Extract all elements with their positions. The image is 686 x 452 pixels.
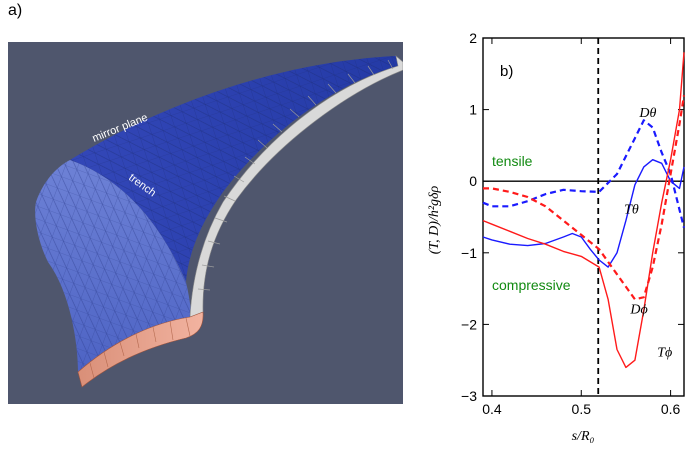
curve-label: Dθ [638, 106, 656, 121]
x-tick-label: 0.5 [572, 401, 592, 417]
rim-cells [89, 317, 191, 379]
series-line [482, 159, 685, 268]
mesh-rendering-panel: mirror plane trench [8, 42, 403, 404]
panel-b-label: b) [500, 63, 513, 80]
curve-label: Tθ [624, 202, 639, 217]
x-tick-label: 0.4 [482, 401, 502, 417]
y-tick-label: 1 [469, 102, 477, 118]
panel-a-label: a) [8, 2, 23, 19]
stress-chart: −3 −2 −1 0 1 2 0.4 0.5 0.6 Dθ Tθ Dϕ Tϕ b) tensile co… [427, 30, 686, 444]
y-tick-label: −1 [461, 245, 477, 261]
y-tick-label: 2 [469, 30, 477, 46]
stress-chart-panel: −3 −2 −1 0 1 2 0.4 0.5 0.6 Dθ Tθ Dϕ Tϕ b) tensile co… [427, 20, 686, 452]
curve-label: Dϕ [629, 303, 647, 318]
side-edge-cells [197, 59, 394, 291]
x-axis-label: s/R₀ [572, 429, 595, 444]
plot-area: −3 −2 −1 0 1 2 0.4 0.5 0.6 Dθ Tθ Dϕ Tϕ [461, 30, 686, 417]
tensile-region-label: tensile [492, 153, 533, 169]
curve-label: Tϕ [657, 346, 672, 361]
compressive-region-label: compressive [492, 277, 571, 293]
x-tick-label: 0.6 [661, 401, 681, 417]
y-tick-label: −2 [461, 316, 477, 332]
series-line [482, 52, 685, 369]
mesh-rendering: mirror plane trench [35, 55, 403, 388]
y-tick-label: −3 [461, 388, 477, 404]
plot-frame [482, 37, 685, 397]
series-line [482, 119, 686, 228]
series-line [483, 95, 686, 301]
y-axis-label: (T, D)/h²gδρ [427, 185, 442, 254]
y-tick-label: 0 [469, 173, 477, 189]
